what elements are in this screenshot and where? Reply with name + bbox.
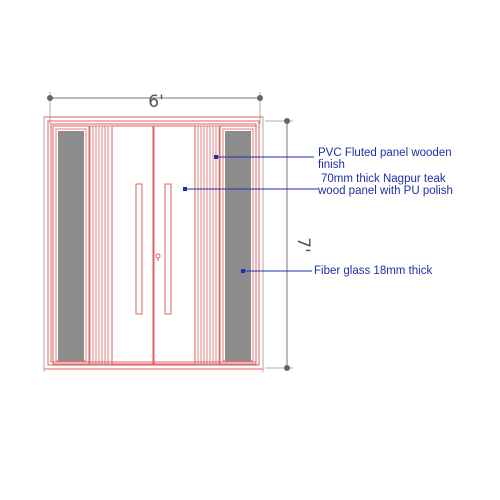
width-dimension: 6' — [47, 92, 263, 124]
glass-annotation: Fiber glass 18mm thick — [314, 265, 432, 277]
teak-annotation-line1: 70mm thick Nagpur teak — [321, 173, 446, 185]
height-label: 7' — [293, 237, 313, 253]
right-handle — [164, 183, 172, 315]
right-door-leaf — [153, 125, 196, 365]
right-fluted-panel — [194, 125, 220, 365]
left-glass-sidelight — [52, 125, 90, 365]
teak-annotation: 70mm thick Nagpur teak wood panel with P… — [318, 173, 453, 197]
pvc-annotation-line2: finish — [318, 159, 345, 171]
left-handle — [135, 183, 143, 315]
width-label: 6' — [148, 92, 164, 112]
left-fluted-panel — [89, 125, 113, 365]
teak-annotation-line2: wood panel with PU polish — [318, 185, 453, 197]
right-glass-pane — [225, 131, 251, 361]
leader-lines — [183, 155, 318, 273]
left-glass-pane — [58, 131, 84, 361]
door-handles — [135, 183, 172, 315]
pvc-annotation: PVC Fluted panel wooden finish — [318, 147, 452, 171]
right-glass-sidelight — [219, 125, 257, 365]
lock-keyhole — [155, 253, 161, 259]
teak-door-leaves — [111, 125, 196, 365]
glass-annotation-line1: Fiber glass 18mm thick — [314, 265, 433, 277]
height-dimension: 7' — [265, 118, 313, 371]
left-door-leaf — [111, 125, 154, 365]
pvc-annotation-line1: PVC Fluted panel wooden — [318, 147, 452, 159]
